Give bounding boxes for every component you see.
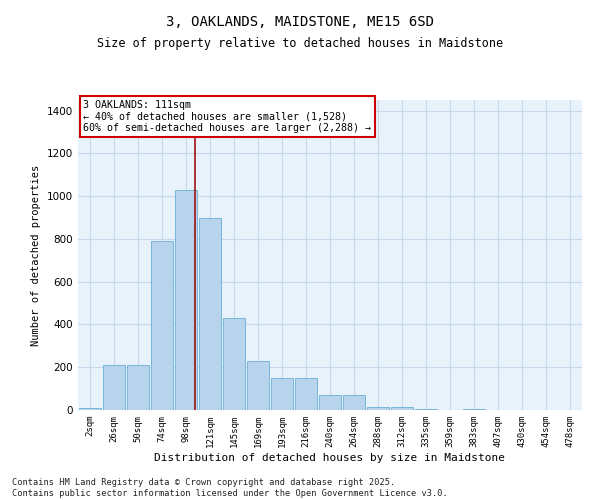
Bar <box>175 190 197 410</box>
Bar <box>343 395 365 410</box>
Bar <box>391 407 413 410</box>
Text: Contains HM Land Registry data © Crown copyright and database right 2025.
Contai: Contains HM Land Registry data © Crown c… <box>12 478 448 498</box>
Bar <box>127 365 149 410</box>
Bar <box>151 241 173 410</box>
Text: 3, OAKLANDS, MAIDSTONE, ME15 6SD: 3, OAKLANDS, MAIDSTONE, ME15 6SD <box>166 15 434 29</box>
Bar <box>271 378 293 410</box>
X-axis label: Distribution of detached houses by size in Maidstone: Distribution of detached houses by size … <box>155 452 505 462</box>
Bar <box>103 365 125 410</box>
Bar <box>223 318 245 410</box>
Bar <box>199 218 221 410</box>
Bar <box>319 395 341 410</box>
Bar <box>79 408 101 410</box>
Bar <box>463 409 485 410</box>
Bar <box>367 407 389 410</box>
Bar <box>295 378 317 410</box>
Y-axis label: Number of detached properties: Number of detached properties <box>31 164 41 346</box>
Bar <box>415 409 437 410</box>
Text: 3 OAKLANDS: 111sqm
← 40% of detached houses are smaller (1,528)
60% of semi-deta: 3 OAKLANDS: 111sqm ← 40% of detached hou… <box>83 100 371 133</box>
Bar <box>247 361 269 410</box>
Text: Size of property relative to detached houses in Maidstone: Size of property relative to detached ho… <box>97 38 503 51</box>
